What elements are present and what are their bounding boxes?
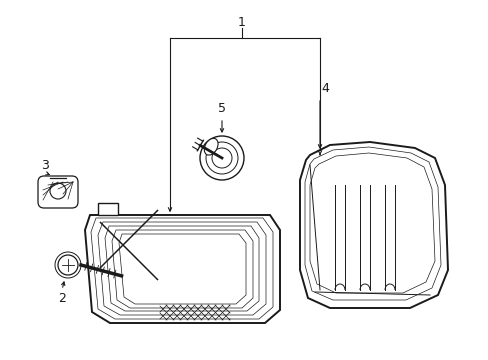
Text: 3: 3	[41, 158, 49, 171]
Text: 2: 2	[58, 292, 66, 305]
FancyBboxPatch shape	[38, 176, 78, 208]
Circle shape	[200, 136, 244, 180]
Polygon shape	[98, 203, 118, 215]
Text: 5: 5	[218, 102, 225, 114]
Polygon shape	[85, 215, 280, 323]
Ellipse shape	[204, 138, 218, 155]
Circle shape	[58, 255, 78, 275]
Text: 4: 4	[321, 81, 328, 95]
Text: 1: 1	[238, 15, 245, 28]
Polygon shape	[299, 142, 447, 308]
